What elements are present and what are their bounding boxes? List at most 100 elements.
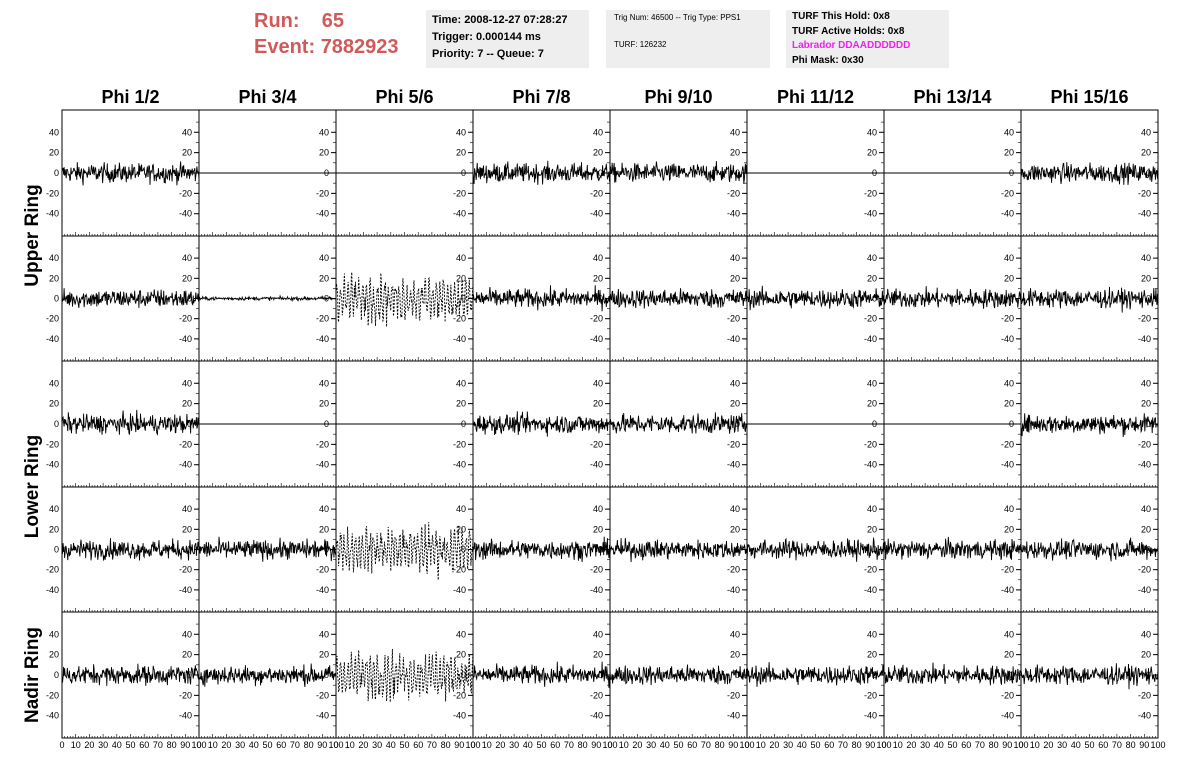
y-tick-label: 40 (182, 378, 192, 388)
x-tick-label: 70 (1112, 740, 1122, 750)
x-tick-label: 50 (1084, 740, 1094, 750)
y-tick-label: 20 (1004, 273, 1014, 283)
run-row: Run: 65 (254, 8, 399, 34)
y-tick-label: 40 (867, 629, 877, 639)
y-tick-label: -40 (1138, 460, 1151, 470)
x-tick-label: 80 (852, 740, 862, 750)
y-tick-label: -40 (46, 460, 59, 470)
y-tick-label: 40 (182, 253, 192, 263)
y-tick-label: 20 (182, 650, 192, 660)
x-tick-label: 60 (139, 740, 149, 750)
y-tick-label: -20 (1001, 188, 1014, 198)
waveform-trace (609, 538, 748, 563)
x-tick-label: 50 (947, 740, 957, 750)
y-tick-label: -40 (1001, 585, 1014, 595)
x-tick-label: 20 (632, 740, 642, 750)
waveform-trace (746, 285, 885, 311)
x-tick-label: 40 (660, 740, 670, 750)
y-tick-label: 0 (598, 168, 603, 178)
y-tick-label: -40 (1001, 334, 1014, 344)
y-tick-label: 40 (1004, 253, 1014, 263)
y-tick-label: 20 (49, 399, 59, 409)
phi-header: Phi 7/8 (512, 87, 570, 107)
y-tick-label: -40 (727, 334, 740, 344)
trig-num-text: Trig Num: 46500 -- Trig Type: PPS1 (614, 13, 741, 22)
x-tick-label: 0 (196, 740, 201, 750)
x-tick-label: 70 (701, 740, 711, 750)
x-tick-label: 80 (578, 740, 588, 750)
y-tick-label: -20 (1138, 565, 1151, 575)
x-tick-label: 100 (1013, 740, 1028, 750)
x-tick-label: 80 (989, 740, 999, 750)
y-tick-label: -20 (590, 188, 603, 198)
waveform-trace (335, 648, 474, 703)
y-tick-label: -40 (179, 209, 192, 219)
waveform-trace (609, 664, 748, 686)
y-tick-label: -40 (1138, 711, 1151, 721)
x-tick-label: 10 (893, 740, 903, 750)
waveform-trace (198, 663, 337, 688)
y-tick-label: -20 (1138, 439, 1151, 449)
y-tick-label: -20 (179, 188, 192, 198)
y-tick-label: 0 (187, 419, 192, 429)
y-tick-label: -20 (864, 439, 877, 449)
x-tick-label: 70 (427, 740, 437, 750)
x-tick-label: 30 (783, 740, 793, 750)
x-tick-label: 90 (591, 740, 601, 750)
y-tick-label: 20 (319, 148, 329, 158)
time-text: Time: 2008-12-27 07:28:27 (432, 14, 568, 26)
ring-label: Upper Ring (22, 184, 43, 286)
run-label: Run: (254, 10, 300, 32)
x-tick-label: 10 (208, 740, 218, 750)
y-tick-label: 20 (730, 524, 740, 534)
y-tick-label: 40 (319, 378, 329, 388)
x-tick-label: 30 (372, 740, 382, 750)
y-tick-label: -40 (1138, 209, 1151, 219)
y-tick-label: -40 (1001, 209, 1014, 219)
y-tick-label: 20 (1141, 399, 1151, 409)
y-tick-label: 40 (1004, 127, 1014, 137)
phi-header: Phi 9/10 (644, 87, 712, 107)
y-tick-label: -20 (727, 439, 740, 449)
y-tick-label: 40 (456, 127, 466, 137)
phi-header: Phi 5/6 (375, 87, 433, 107)
waveform-trace (609, 161, 748, 185)
y-tick-label: -20 (453, 439, 466, 449)
y-tick-label: -20 (453, 690, 466, 700)
y-tick-label: -40 (316, 209, 329, 219)
x-tick-label: 60 (687, 740, 697, 750)
y-tick-label: -40 (316, 711, 329, 721)
y-tick-label: 40 (319, 504, 329, 514)
x-tick-label: 10 (482, 740, 492, 750)
x-tick-label: 90 (865, 740, 875, 750)
y-tick-label: 40 (182, 127, 192, 137)
trigger-text: Trigger: 0.000144 ms (432, 31, 541, 43)
waveform-trace (746, 537, 885, 562)
waveform-trace (335, 522, 474, 581)
turf-info-box: TURF This Hold: 0x8 TURF Active Holds: 0… (786, 10, 949, 68)
y-tick-label: -20 (590, 439, 603, 449)
waveform-trace (1020, 413, 1159, 438)
x-tick-label: 10 (1030, 740, 1040, 750)
phi-header: Phi 11/12 (777, 87, 854, 107)
y-tick-label: 20 (49, 148, 59, 158)
waveform-trace (609, 412, 748, 434)
y-tick-label: -40 (1138, 334, 1151, 344)
y-tick-label: -40 (316, 460, 329, 470)
phi-mask-text: Phi Mask: 0x30 (792, 54, 864, 66)
x-tick-label: 10 (345, 740, 355, 750)
y-tick-label: -40 (453, 711, 466, 721)
y-tick-label: 20 (319, 273, 329, 283)
